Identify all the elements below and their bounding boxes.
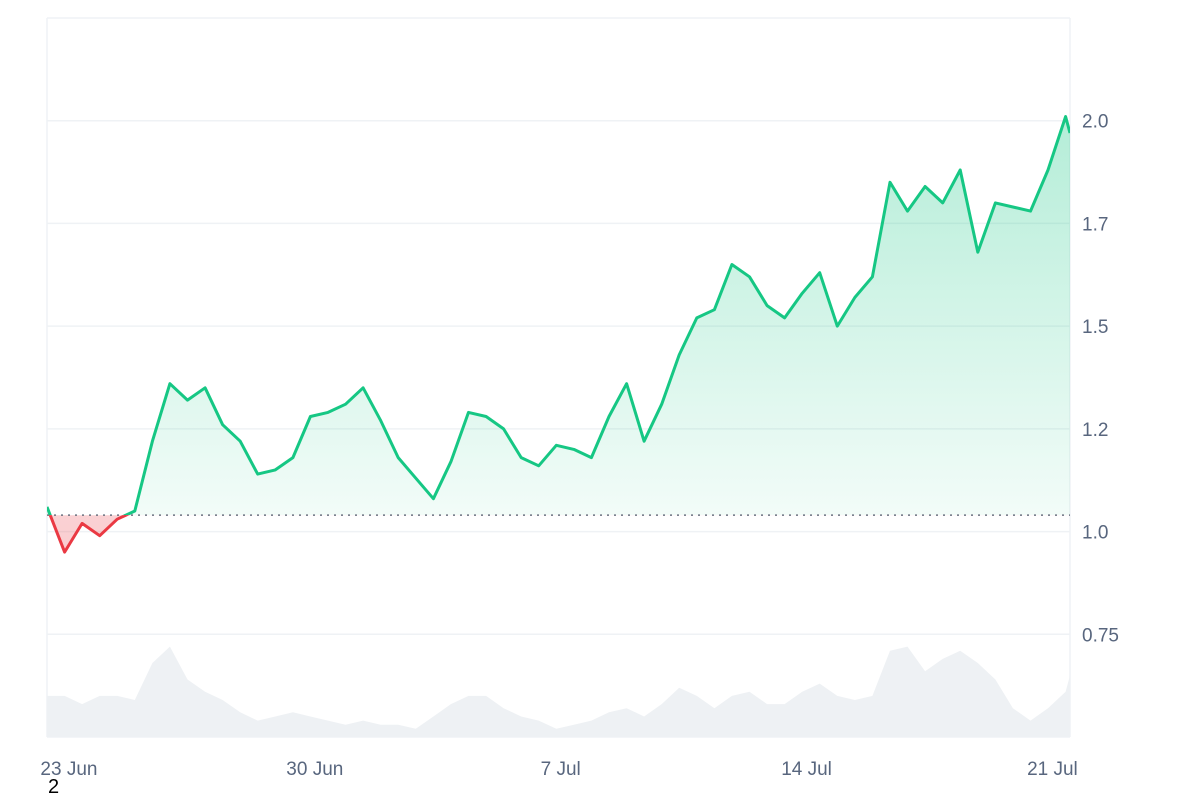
price-point: [327, 411, 329, 413]
price-point: [46, 506, 48, 508]
price-point: [783, 317, 785, 319]
price-point: [274, 469, 276, 471]
price-point: [625, 383, 627, 385]
price-point: [151, 440, 153, 442]
price-point: [573, 448, 575, 450]
footnote-number: 2: [48, 776, 60, 798]
x-axis-ticks: 23 Jun 30 Jun 7 Jul 14 Jul 21 Jul: [40, 759, 1077, 780]
price-point: [450, 461, 452, 463]
y-tick-label: 2.0: [1082, 112, 1108, 133]
price-point: [906, 210, 908, 212]
price-line-up: [47, 115, 1070, 516]
price-point: [292, 456, 294, 458]
price-point: [81, 522, 83, 524]
x-tick-label: 23 Jun: [40, 759, 97, 780]
price-point: [221, 424, 223, 426]
price-point: [99, 535, 101, 537]
y-tick-label: 0.75: [1082, 625, 1119, 646]
price-point: [502, 428, 504, 430]
price-point: [257, 473, 259, 475]
price-point: [63, 551, 65, 553]
volume-area: [47, 646, 1070, 737]
price-point: [977, 251, 979, 253]
price-point: [1012, 206, 1014, 208]
price-point: [854, 296, 856, 298]
price-point: [555, 444, 557, 446]
price-line-layer: [47, 115, 1070, 554]
price-point: [643, 440, 645, 442]
price-point: [1047, 169, 1049, 171]
price-point: [415, 477, 417, 479]
price-point: [994, 202, 996, 204]
price-point: [590, 456, 592, 458]
price-point: [186, 399, 188, 401]
price-point: [661, 403, 663, 405]
x-tick-label: 30 Jun: [286, 759, 343, 780]
price-point: [608, 415, 610, 417]
x-tick-label: 21 Jul: [1027, 759, 1078, 780]
price-point: [836, 325, 838, 327]
price-point: [134, 510, 136, 512]
price-point: [432, 498, 434, 500]
price-point: [924, 185, 926, 187]
price-point: [520, 456, 522, 458]
price-point: [397, 456, 399, 458]
price-point: [678, 354, 680, 356]
price-point: [801, 292, 803, 294]
price-point: [116, 518, 118, 520]
price-point: [889, 181, 891, 183]
price-point: [942, 202, 944, 204]
volume-area-layer: [47, 646, 1070, 737]
price-area-layer: [47, 116, 1070, 553]
gridlines: [47, 119, 1070, 636]
price-point: [204, 387, 206, 389]
price-point: [713, 309, 715, 311]
y-tick-label: 1.5: [1082, 317, 1108, 338]
y-tick-label: 1.0: [1082, 523, 1108, 544]
price-point: [467, 411, 469, 413]
price-point: [538, 465, 540, 467]
y-tick-label: 1.7: [1082, 214, 1108, 235]
price-point: [1064, 115, 1066, 117]
price-point: [731, 263, 733, 265]
price-point: [344, 403, 346, 405]
y-tick-label: 1.2: [1082, 420, 1108, 441]
price-point: [309, 415, 311, 417]
price-point: [239, 440, 241, 442]
price-point: [819, 272, 821, 274]
price-point: [1029, 210, 1031, 212]
price-point: [959, 169, 961, 171]
price-point: [748, 276, 750, 278]
price-point: [169, 383, 171, 385]
price-point: [485, 415, 487, 417]
price-point: [362, 387, 364, 389]
price-point: [766, 304, 768, 306]
y-axis-ticks: 2.0 1.7 1.5 1.2 1.0 0.75: [1082, 112, 1119, 647]
x-tick-label: 14 Jul: [781, 759, 832, 780]
price-area-up: [47, 116, 1070, 516]
price-point: [871, 276, 873, 278]
price-point: [1069, 132, 1071, 134]
price-point: [696, 317, 698, 319]
price-point: [380, 419, 382, 421]
x-tick-label: 7 Jul: [541, 759, 581, 780]
